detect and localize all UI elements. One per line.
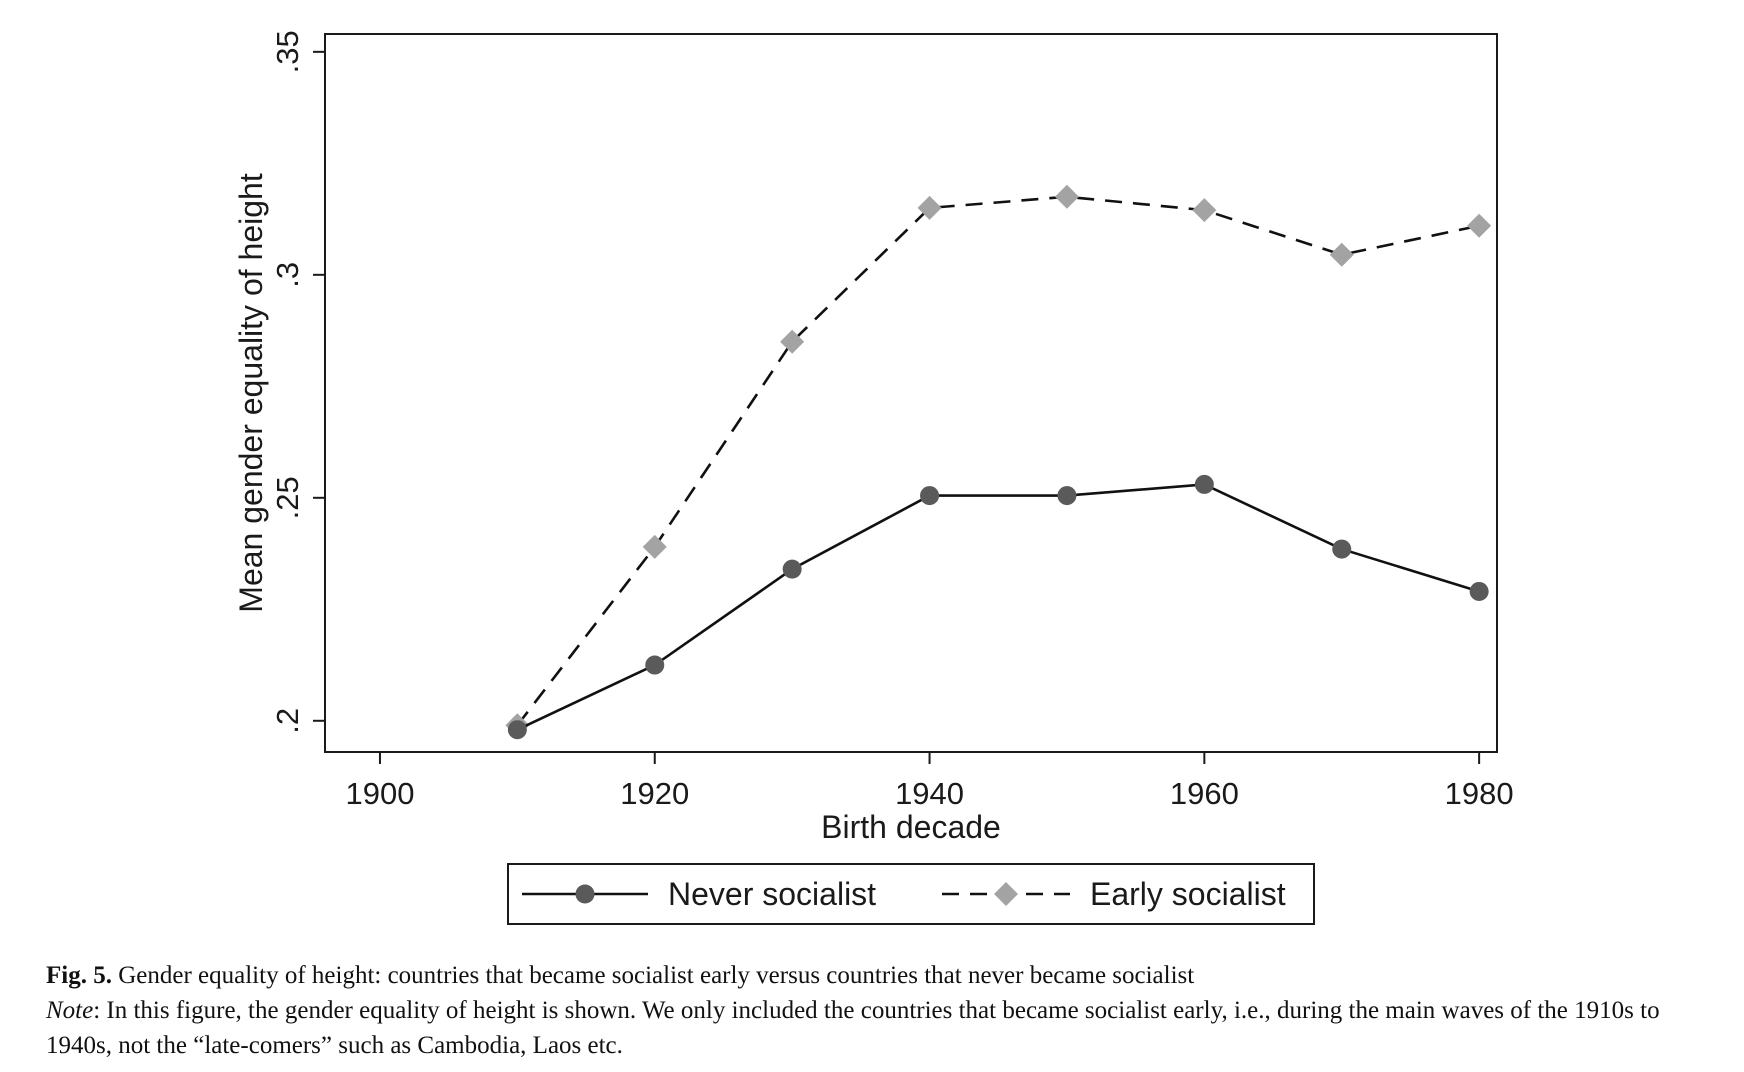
data-point-never-socialist <box>1194 474 1214 494</box>
data-point-early-socialist <box>1329 242 1354 267</box>
x-axis-title: Birth decade <box>821 809 1001 845</box>
data-point-never-socialist <box>507 720 527 740</box>
x-tick-label: 1940 <box>895 776 964 811</box>
data-point-early-socialist <box>1054 184 1079 209</box>
y-tick-label: .25 <box>270 476 305 519</box>
data-point-early-socialist <box>780 329 805 354</box>
legend: Never socialist Early socialist <box>507 863 1315 925</box>
y-axis: .2 .25 .3 .35 <box>270 30 325 734</box>
x-axis: 1900 1920 1940 1960 1980 <box>345 752 1514 811</box>
data-point-early-socialist <box>642 534 667 559</box>
data-point-never-socialist <box>645 655 665 675</box>
y-tick-label: .2 <box>270 708 305 734</box>
y-axis-title: Mean gender equality of height <box>233 173 269 613</box>
data-point-early-socialist <box>917 195 942 220</box>
caption-figure-text: Gender equality of height: countries tha… <box>111 962 1195 989</box>
data-point-never-socialist <box>1469 581 1489 601</box>
plot-area-frame <box>324 33 1498 753</box>
data-point-never-socialist <box>1332 539 1352 559</box>
series-never-socialist <box>507 474 1489 740</box>
x-tick-label: 1960 <box>1170 776 1239 811</box>
data-point-never-socialist <box>782 559 802 579</box>
data-point-never-socialist <box>1057 486 1077 506</box>
legend-label-never-socialist: Never socialist <box>668 876 876 912</box>
y-tick-label: .3 <box>270 262 305 288</box>
figure-caption: Fig. 5. Gender equality of height: count… <box>46 958 1706 1063</box>
caption-note: Note: In this figure, the gender equalit… <box>46 993 1706 1063</box>
data-point-never-socialist <box>920 486 940 506</box>
series-line-early-socialist <box>516 195 1480 727</box>
data-point-early-socialist <box>1192 198 1217 223</box>
caption-figure-label: Fig. 5. <box>46 962 112 989</box>
y-tick-label: .35 <box>270 30 305 73</box>
legend-label-early-socialist: Early socialist <box>1090 876 1286 912</box>
line-chart: .2 .25 .3 .35 1900 1920 1940 1960 1980 Birth de… <box>233 30 1514 925</box>
caption-note-text: : In this figure, the gender equality of… <box>46 997 1660 1059</box>
legend-marker-never-socialist <box>575 884 595 904</box>
x-tick-label: 1900 <box>345 776 414 811</box>
x-tick-label: 1980 <box>1445 776 1514 811</box>
series-layer <box>505 184 1492 740</box>
caption-note-label: Note <box>46 997 94 1024</box>
legend-marker-early-socialist <box>994 882 1018 906</box>
x-tick-label: 1920 <box>620 776 689 811</box>
series-line-never-socialist <box>516 483 1480 731</box>
data-point-early-socialist <box>1467 213 1492 238</box>
caption-title-line: Fig. 5. Gender equality of height: count… <box>46 958 1706 993</box>
